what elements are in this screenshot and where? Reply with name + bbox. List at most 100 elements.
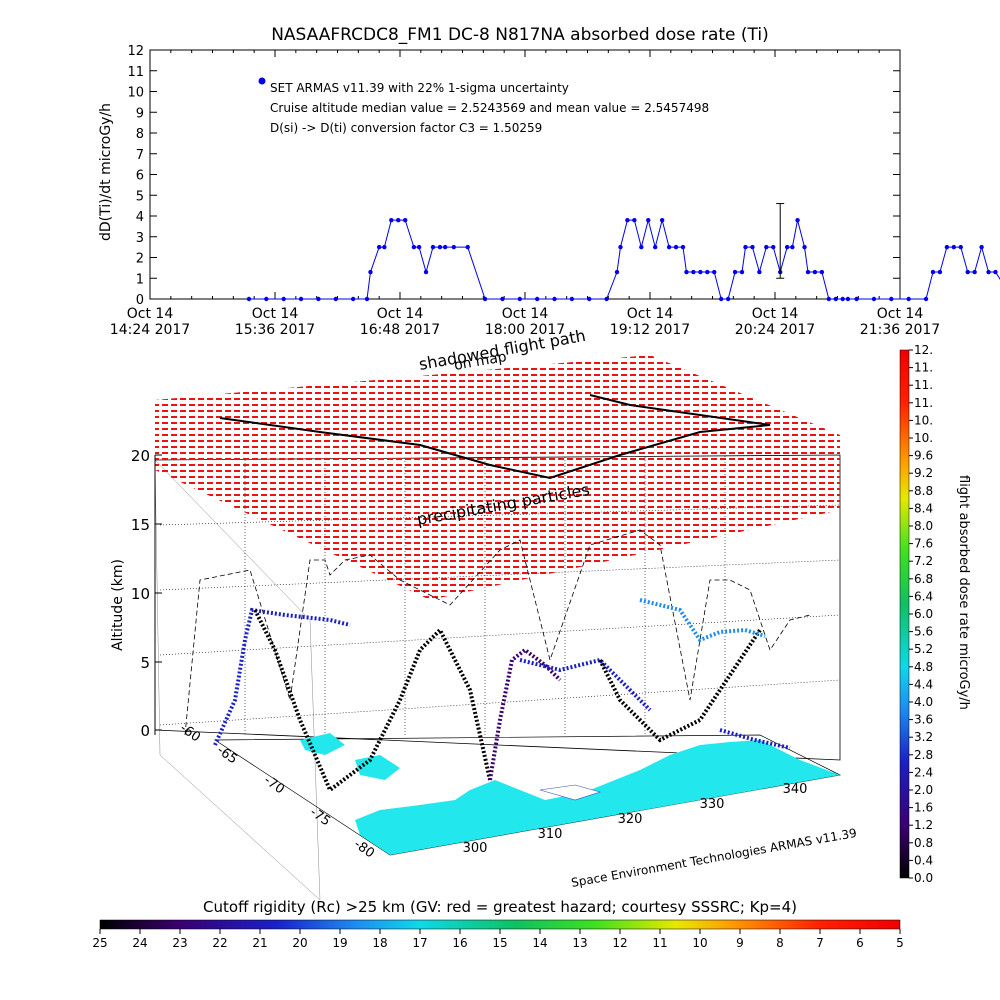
data-point [264,296,269,302]
x-tick-time: 14:24 2017 [110,322,190,338]
rigidity-colorbar-tick-label: 22 [212,936,227,950]
data-point [382,244,387,250]
data-point [871,296,877,302]
x-tick-day: Oct 14 [502,306,549,322]
data-point [840,296,845,302]
data-point [739,269,745,275]
rigidity-colorbar-ticks: 25 24 23 22 21 20 19 18 17 16 15 14 13 12 11 10 9 8 7 6 5 [92,929,904,950]
data-point [805,269,811,275]
dose-colorbar-tick-label: 6.4 [914,589,933,603]
longitude-tick-label: 340 [783,782,808,797]
x-tick-day: Oct 14 [127,306,174,322]
data-point [972,269,977,275]
dose-colorbar-tick-label: 0.4 [914,853,933,867]
data-point [423,269,429,275]
data-point [639,244,644,250]
data-point [281,296,286,302]
latitude-tick-label: -75 [307,805,333,829]
altitude-tick-label: 10 [131,585,150,603]
y-tick-label: 11 [127,65,144,80]
rigidity-colorbar-tick-label: 13 [572,936,587,950]
chart-title: NASAAFRCDC8_FM1 DC-8 N817NA absorbed dos… [271,25,769,45]
dose-colorbar-tick-label: 11. [914,378,933,392]
y-tick-label: 8 [136,127,144,142]
dose-colorbar-tick-label: 1.2 [914,818,933,832]
data-point [725,296,731,302]
data-point [376,244,382,250]
data-point [430,244,436,250]
data-point [246,296,252,302]
rigidity-colorbar-tick-label: 9 [736,936,744,950]
y-tick-label: 12 [127,44,144,59]
y-tick-label: 6 [136,169,144,184]
longitude-ticks: 300 310 320 330 340 [463,782,808,856]
data-point [389,217,394,223]
data-point [396,217,401,223]
rigidity-colorbar-tick-label: 8 [776,936,784,950]
dose-colorbar-tick-label: 2.4 [914,765,933,779]
y-tick-label: 10 [127,86,144,101]
data-point [604,296,609,302]
dose-colorbar-tick-label: 4.0 [914,695,933,709]
rigidity-colorbar-tick-label: 6 [856,936,864,950]
dose-colorbar-tick-label: 5.6 [914,625,933,639]
dose-colorbar-tick-label: 4.8 [914,660,933,674]
rigidity-colorbar-tick-label: 18 [372,936,387,950]
longitude-tick-label: 320 [618,812,643,827]
data-point [944,244,950,250]
data-point [364,296,370,302]
dose-colorbar-tick-label: 12. [914,343,933,357]
rigidity-colorbar-tick-label: 15 [492,936,507,950]
data-point [691,269,696,275]
data-point [795,217,800,223]
x-tick-day: Oct 14 [252,306,299,322]
data-point [790,244,795,250]
data-point [771,244,776,250]
dose-colorbar-tick-label: 10. [914,431,933,445]
dose-colorbar-title: flight absorbed dose rate microGy/h [956,475,971,710]
data-point [764,244,769,250]
data-point [437,244,443,250]
data-point [951,244,957,250]
data-point [368,269,373,275]
data-point [750,244,755,250]
data-point [552,296,557,302]
dose-colorbar-tick-label: 0.0 [914,871,933,885]
data-point [833,296,838,302]
dose-colorbar-tick-label: 8.4 [914,501,933,515]
rigidity-colorbar-tick-label: 17 [412,936,427,950]
x-tick-day: Oct 14 [627,306,674,322]
data-point [757,269,762,275]
coast-shape-left [300,733,400,780]
dose-colorbar-tick-label: 8.8 [914,484,933,498]
data-point [403,217,408,223]
data-point [569,296,575,302]
x-tick-time: 15:36 2017 [235,322,315,338]
data-point [743,244,748,250]
longitude-tick-label: 310 [538,827,563,842]
dose-colorbar-tick-label: 3.2 [914,730,933,744]
y-tick-label: 1 [136,272,144,287]
data-point [732,269,738,275]
data-point [802,244,807,250]
series-line [248,219,1000,300]
latitude-tick-label: -70 [261,773,287,797]
data-point [298,296,304,302]
dose-colorbar-tick-label: 2.8 [914,748,933,762]
rigidity-colorbar-tick-label: 14 [532,936,547,950]
data-point [889,296,894,302]
legend-marker [258,77,266,85]
altitude-axis-label: Altitude (km) [110,559,126,651]
data-point [482,296,488,302]
latitude-tick-label: -60 [177,721,203,745]
data-point [587,296,592,302]
dose-colorbar-tick-label: 11. [914,361,933,375]
altitude-axis-ticks: 0 5 10 15 20 [131,447,162,740]
shadowed-flight-path [219,394,771,480]
y-tick-label: 0 [136,293,144,308]
x-tick-time: 19:12 2017 [610,322,690,338]
y-tick-label: 7 [136,148,144,163]
longitude-tick-label: 300 [463,841,488,856]
data-point [845,296,851,302]
rigidity-colorbar-tick-label: 5 [896,936,904,950]
